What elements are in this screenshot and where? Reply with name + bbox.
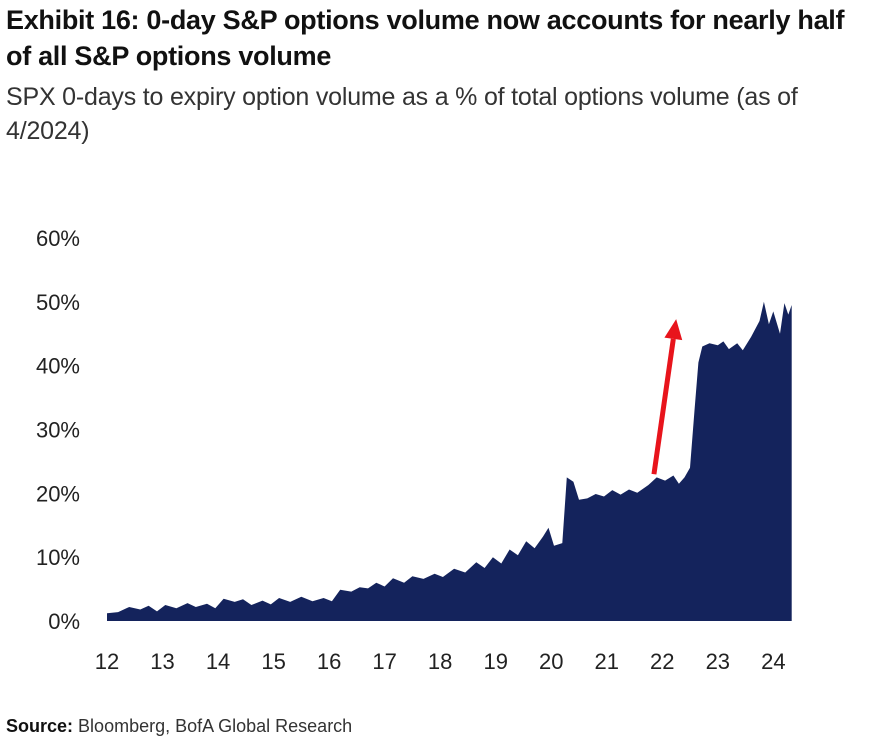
y-tick-label: 40% <box>36 354 80 379</box>
arrow-shaft <box>651 338 676 475</box>
x-axis-ticks: 12 13 14 15 16 17 18 19 20 21 22 23 24 <box>95 649 786 674</box>
x-tick-label: 23 <box>706 649 730 674</box>
source-text: Bloomberg, BofA Global Research <box>78 716 353 736</box>
chart-subtitle: SPX 0-days to expiry option volume as a … <box>6 83 798 145</box>
y-tick-label: 20% <box>36 481 80 506</box>
source-label: Source: <box>6 716 74 736</box>
x-tick-label: 14 <box>206 649 230 674</box>
x-tick-label: 19 <box>483 649 507 674</box>
y-tick-label: 60% <box>36 226 80 251</box>
x-tick-label: 16 <box>317 649 341 674</box>
x-tick-label: 21 <box>595 649 619 674</box>
x-tick-label: 18 <box>428 649 452 674</box>
chart-title: Exhibit 16: 0-day S&P options volume now… <box>6 5 845 71</box>
y-tick-label: 0% <box>48 609 80 634</box>
x-tick-label: 13 <box>150 649 174 674</box>
x-tick-label: 24 <box>761 649 785 674</box>
arrow-head <box>664 319 683 341</box>
x-tick-label: 17 <box>372 649 396 674</box>
y-tick-label: 50% <box>36 290 80 315</box>
series-layer <box>107 301 792 621</box>
y-axis-ticks: 0% 10% 20% 30% 40% 50% 60% <box>36 226 80 634</box>
x-tick-label: 20 <box>539 649 563 674</box>
source-note: Source: Bloomberg, BofA Global Research <box>6 716 352 737</box>
y-tick-label: 10% <box>36 545 80 570</box>
x-tick-label: 12 <box>95 649 119 674</box>
x-tick-label: 15 <box>261 649 285 674</box>
series-area <box>107 301 792 621</box>
y-tick-label: 30% <box>36 418 80 443</box>
x-tick-label: 22 <box>650 649 674 674</box>
annotation-layer <box>651 319 683 475</box>
